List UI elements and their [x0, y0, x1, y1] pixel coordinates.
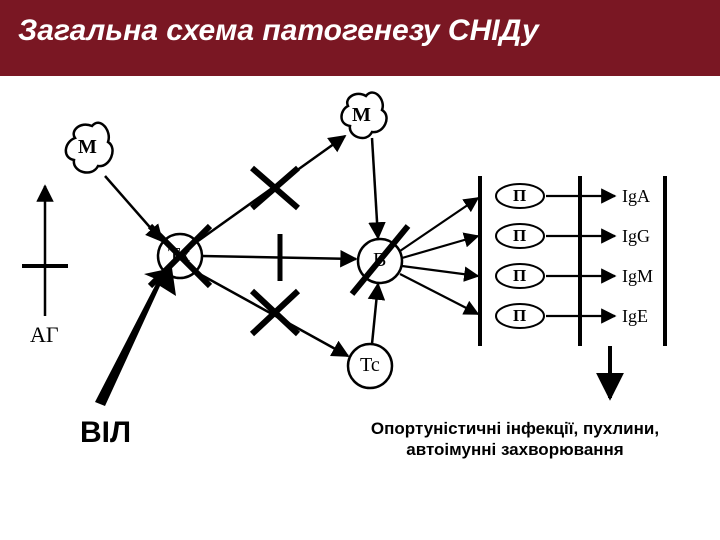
- label-ag: АГ: [30, 322, 59, 348]
- label-tc: Tc: [360, 354, 380, 377]
- label-m2: М: [352, 104, 371, 127]
- arrow-hiv: [95, 268, 176, 406]
- label-igg: IgG: [622, 226, 650, 247]
- label-hiv: ВІЛ: [80, 416, 131, 450]
- label-p2: П: [513, 226, 526, 246]
- fan-b-p: [400, 198, 478, 314]
- x-tx-tc: [252, 291, 298, 334]
- label-ige: IgE: [622, 306, 648, 327]
- caption-outcome: Опортуністичні інфекції, пухлини, автоім…: [350, 418, 680, 461]
- label-m1: М: [78, 136, 97, 159]
- label-p4: П: [513, 306, 526, 326]
- label-igm: IgM: [622, 266, 653, 287]
- arrow-m2-b: [372, 138, 378, 238]
- x-tx-m2: [252, 168, 298, 208]
- slide-title: Загальна схема патогенезу СНІДу: [18, 14, 539, 47]
- slide-header: Загальна схема патогенезу СНІДу: [0, 0, 720, 76]
- caption-line1: Опортуністичні інфекції, пухлини,: [371, 419, 659, 438]
- label-p3: П: [513, 266, 526, 286]
- label-p1: П: [513, 186, 526, 206]
- diagram-canvas: М М Tx B Tc АГ П П П П IgA IgG IgM IgE В…: [0, 76, 720, 496]
- caption-line2: автоімунні захворювання: [406, 440, 623, 459]
- label-iga: IgA: [622, 186, 650, 207]
- arrow-tc-b: [372, 284, 378, 344]
- label-tx: Tx: [168, 244, 190, 267]
- label-b: B: [373, 249, 386, 272]
